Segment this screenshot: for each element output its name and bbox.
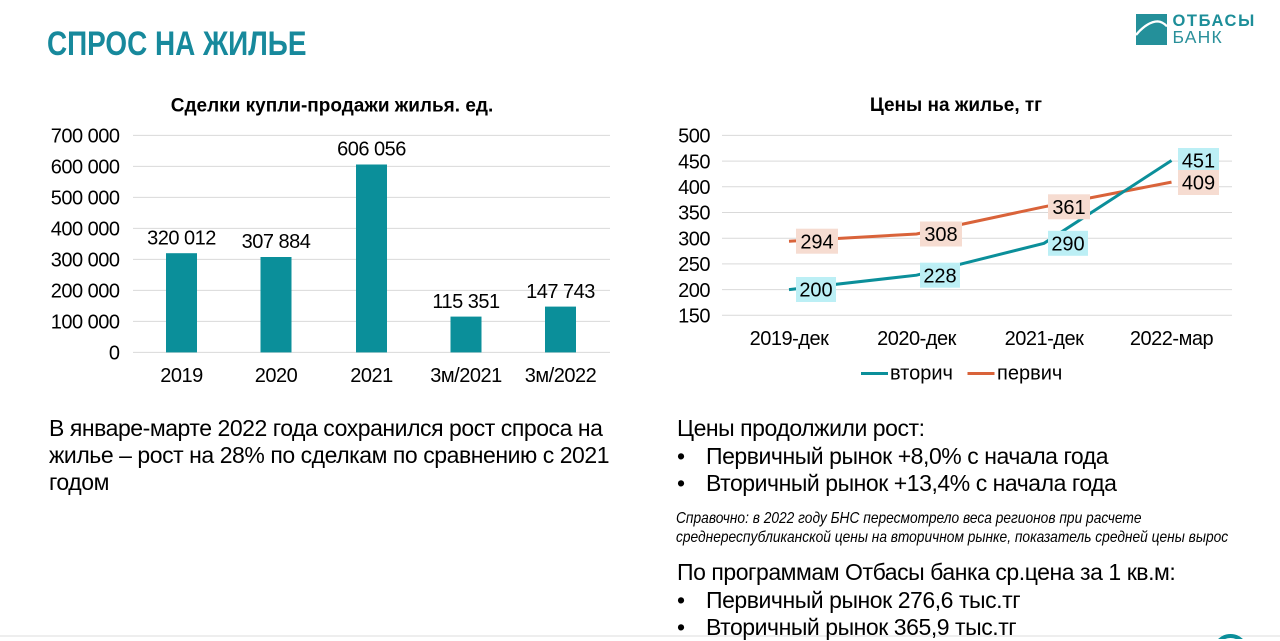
svg-text:2021: 2021 [350, 365, 393, 387]
svg-text:451: 451 [1182, 151, 1215, 173]
svg-text:308: 308 [924, 224, 957, 246]
svg-text:2019-дек: 2019-дек [750, 328, 829, 350]
svg-text:320 012: 320 012 [147, 227, 216, 249]
svg-text:первич: первич [997, 363, 1062, 385]
svg-text:2020-дек: 2020-дек [877, 328, 956, 350]
svg-text:228: 228 [923, 265, 956, 287]
svg-text:2022-мар: 2022-мар [1130, 328, 1214, 350]
svg-text:400: 400 [678, 177, 710, 199]
svg-text:147 743: 147 743 [526, 281, 595, 303]
svg-text:0: 0 [109, 343, 120, 365]
svg-text:500 000: 500 000 [51, 188, 120, 210]
svg-text:700 000: 700 000 [51, 126, 120, 148]
svg-text:450: 450 [678, 151, 710, 173]
svg-text:Цены на жилье, тг: Цены на жилье, тг [870, 95, 1042, 116]
svg-text:2021-дек: 2021-дек [1005, 328, 1084, 350]
svg-text:2019: 2019 [160, 365, 203, 387]
svg-text:ОТБАСЫ: ОТБАСЫ [1173, 12, 1256, 30]
svg-text:290: 290 [1051, 234, 1084, 256]
svg-text:294: 294 [800, 231, 833, 253]
svg-text:2020: 2020 [255, 365, 298, 387]
svg-text:150: 150 [678, 306, 710, 328]
svg-text:500: 500 [678, 126, 710, 148]
svg-text:409: 409 [1182, 172, 1215, 194]
svg-text:250: 250 [678, 254, 710, 276]
svg-text:300 000: 300 000 [51, 250, 120, 272]
svg-text:300: 300 [678, 228, 710, 250]
svg-text:307 884: 307 884 [242, 231, 311, 253]
svg-text:3м/2021: 3м/2021 [430, 365, 502, 387]
svg-text:200: 200 [799, 280, 832, 302]
svg-text:400 000: 400 000 [51, 219, 120, 241]
svg-text:606 056: 606 056 [337, 139, 406, 161]
svg-text:200: 200 [678, 280, 710, 302]
svg-text:350: 350 [678, 203, 710, 225]
svg-text:БАНК: БАНК [1173, 27, 1223, 47]
svg-text:100 000: 100 000 [51, 312, 120, 334]
svg-text:вторич: вторич [890, 363, 953, 385]
svg-text:200 000: 200 000 [51, 281, 120, 303]
svg-text:115 351: 115 351 [432, 291, 500, 313]
svg-text:Сделки купли-продажи жилья. ед: Сделки купли-продажи жилья. ед. [171, 96, 493, 117]
svg-text:3м/2022: 3м/2022 [525, 365, 597, 387]
svg-text:600 000: 600 000 [51, 157, 120, 179]
svg-text:361: 361 [1052, 197, 1085, 219]
